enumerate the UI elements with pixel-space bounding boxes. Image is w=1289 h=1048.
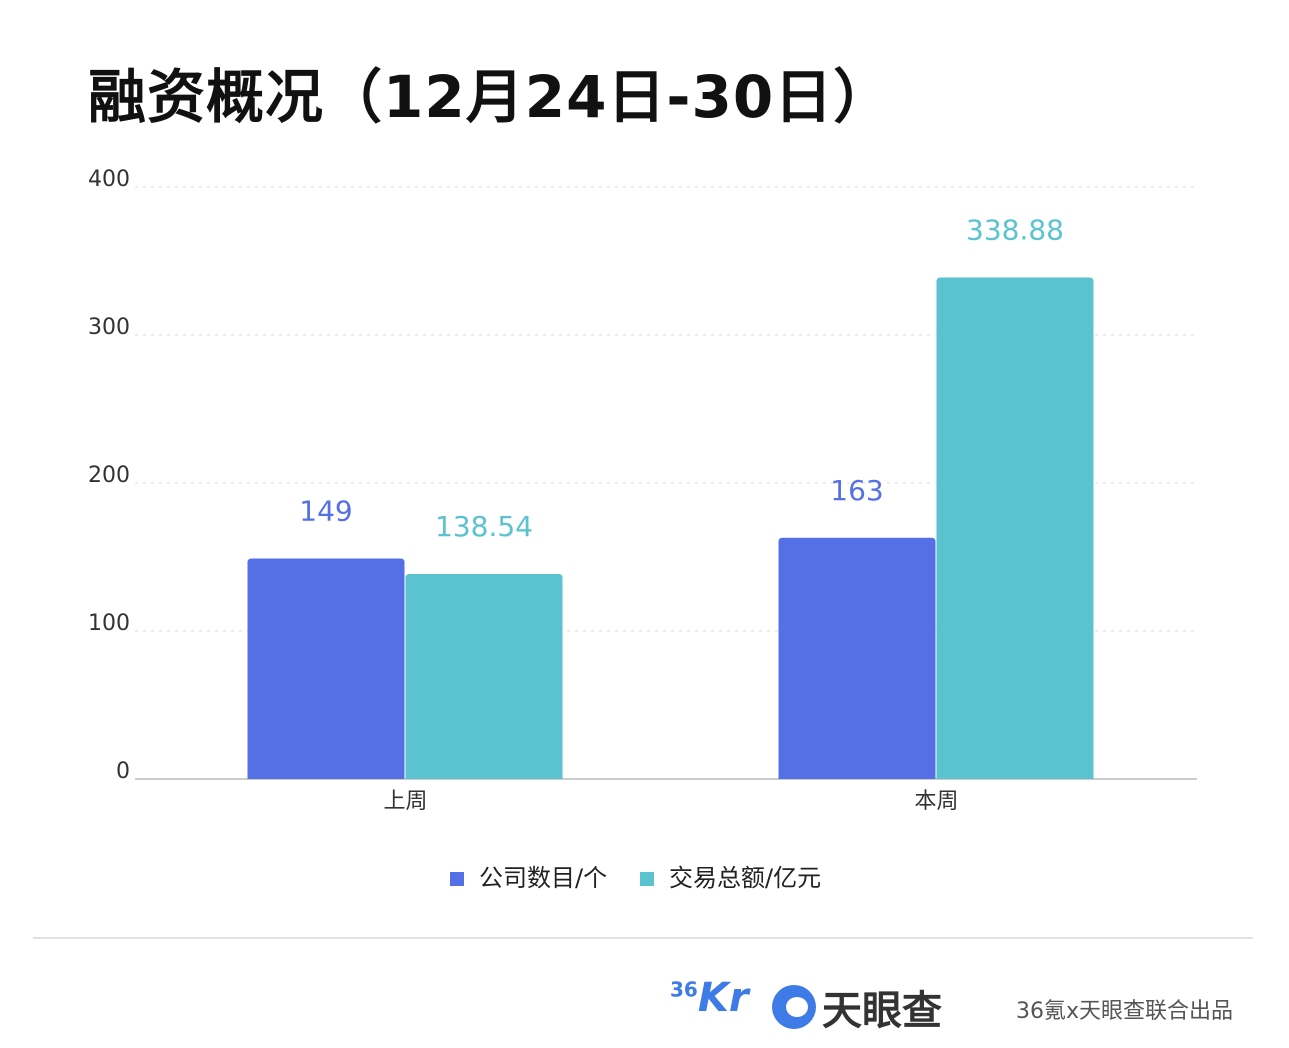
y-tick-label: 400: [88, 167, 130, 192]
data-label: 163: [830, 474, 883, 507]
data-label: 338.88: [966, 213, 1064, 246]
x-tick-label: 本周: [914, 789, 958, 814]
x-tick-label: 上周: [383, 789, 427, 814]
bar: [247, 558, 405, 779]
legend-label: 交易总额/亿元: [669, 864, 821, 892]
y-tick-label: 0: [116, 759, 130, 784]
bar-chart: 0 100 200 300 400 上周 149 138.54 本周 163 338.88 公司数目/…: [88, 167, 1197, 892]
tianyancha-logo: 天眼查: [772, 978, 942, 1036]
tianyancha-logo-icon: [772, 985, 816, 1029]
y-tick-label: 300: [88, 315, 130, 340]
36kr-logo: 36Kr: [670, 975, 749, 1021]
chart-title: 融资概况（12月24日-30日）: [88, 63, 893, 131]
legend-label: 公司数目/个: [479, 864, 607, 892]
divider: [33, 937, 1253, 939]
data-label: 149: [299, 494, 352, 527]
y-tick-label: 200: [88, 463, 130, 488]
bar: [405, 573, 563, 779]
bar: [936, 277, 1094, 779]
data-label: 138.54: [435, 510, 533, 543]
y-tick-label: 100: [88, 611, 130, 636]
legend-swatch: [640, 872, 654, 886]
tianyancha-logo-text: 天眼查: [822, 988, 942, 1034]
legend-swatch: [450, 872, 464, 886]
credit-text: 36氪x天眼查联合出品: [1016, 999, 1234, 1024]
bar: [778, 537, 936, 779]
